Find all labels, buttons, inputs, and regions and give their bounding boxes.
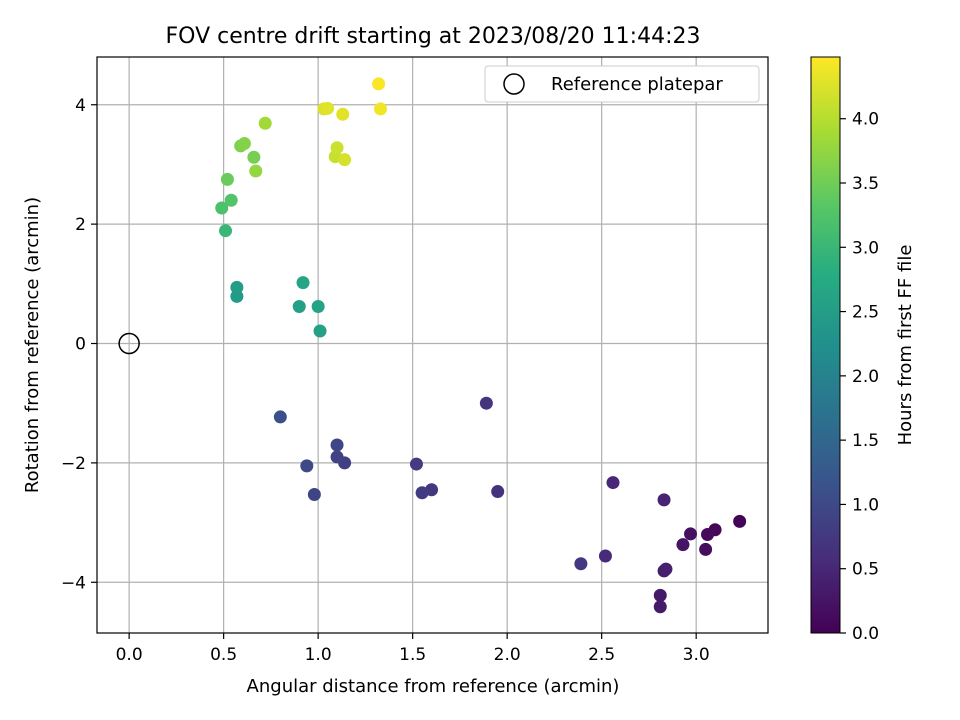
data-point-15 <box>479 396 493 410</box>
reference-point <box>118 332 140 355</box>
x-axis-label: Angular distance from reference (arcmin) <box>247 676 620 697</box>
legend-marker-reference <box>503 73 525 95</box>
data-points <box>215 77 747 614</box>
data-point-26 <box>230 280 244 294</box>
x-tick-label-0: 0.0 <box>116 645 143 665</box>
plot-frame <box>96 56 769 634</box>
colorbar-tick-label-0: 0.0 <box>852 624 879 644</box>
colorbar-tick-label-2: 1.0 <box>852 495 879 515</box>
data-point-39 <box>258 116 272 130</box>
data-point-13 <box>574 557 588 571</box>
y-tick-label-0: −4 <box>61 573 86 593</box>
data-point-44 <box>321 101 335 115</box>
data-point-3 <box>699 542 713 556</box>
x-axis-ticks: 0.0 0.5 1.0 1.5 2.0 2.5 3.0 <box>116 633 710 665</box>
data-point-4 <box>684 527 698 541</box>
data-point-2 <box>701 528 715 542</box>
grid <box>97 57 768 633</box>
data-point-18 <box>409 457 423 471</box>
data-point-14 <box>491 485 505 499</box>
plot-background <box>97 57 768 633</box>
x-tick-label-5: 2.5 <box>588 645 615 665</box>
colorbar-tick-label-7: 3.5 <box>852 174 879 194</box>
reference-marker <box>118 332 140 355</box>
data-point-42 <box>338 153 352 167</box>
data-point-25 <box>230 289 244 303</box>
data-point-32 <box>215 201 229 215</box>
data-point-10 <box>657 493 671 507</box>
data-point-33 <box>224 193 238 207</box>
colorbar-tick-label-1: 0.5 <box>852 560 879 580</box>
data-point-35 <box>247 150 261 164</box>
data-point-0 <box>733 514 747 528</box>
x-tick-label-3: 1.5 <box>399 645 426 665</box>
data-point-24 <box>273 410 287 424</box>
colorbar-tick-label-6: 3.0 <box>852 238 879 258</box>
legend: Reference platepar <box>484 65 760 103</box>
colorbar-tick-label-8: 4.0 <box>852 110 879 130</box>
colorbar-tick-label-3: 1.5 <box>852 431 879 451</box>
colorbar: 0.0 0.5 1.0 1.5 2.0 2.5 3.0 3.5 4.0 Hours from f… <box>810 56 916 644</box>
legend-box <box>484 65 760 103</box>
data-point-31 <box>219 224 233 238</box>
data-point-37 <box>237 137 251 151</box>
y-tick-label-3: 2 <box>75 215 86 235</box>
legend-label-reference: Reference platepar <box>551 74 723 95</box>
data-point-30 <box>296 276 310 290</box>
colorbar-tick-label-4: 2.0 <box>852 367 879 387</box>
data-point-22 <box>307 488 321 502</box>
plot-area: 0.0 0.5 1.0 1.5 2.0 2.5 3.0 −4 −2 0 2 4 <box>61 56 769 665</box>
x-tick-label-6: 3.0 <box>683 645 710 665</box>
data-point-47 <box>372 77 386 91</box>
y-tick-label-1: −2 <box>61 454 86 474</box>
data-point-45 <box>336 107 350 121</box>
data-point-12 <box>598 549 612 563</box>
data-point-46 <box>374 102 388 116</box>
x-tick-label-4: 2.0 <box>494 645 521 665</box>
data-point-29 <box>313 324 327 338</box>
chart-title: FOV centre drift starting at 2023/08/20 … <box>166 24 701 49</box>
x-tick-label-2: 1.0 <box>305 645 332 665</box>
y-tick-label-2: 0 <box>75 335 86 355</box>
data-point-11 <box>606 476 620 490</box>
data-point-6 <box>653 588 667 602</box>
data-point-5 <box>676 538 690 552</box>
data-point-7 <box>653 600 667 614</box>
data-point-23 <box>300 459 314 473</box>
data-point-21 <box>330 438 344 452</box>
data-point-27 <box>292 300 306 314</box>
colorbar-gradient <box>810 56 841 634</box>
x-tick-label-1: 0.5 <box>210 645 237 665</box>
y-axis-label: Rotation from reference (arcmin) <box>22 197 43 493</box>
colorbar-tick-label-5: 2.5 <box>852 303 879 323</box>
data-point-17 <box>415 486 429 500</box>
colorbar-label: Hours from first FF file <box>895 245 916 446</box>
data-point-38 <box>249 164 263 178</box>
y-tick-label-4: 4 <box>75 96 86 116</box>
data-point-20 <box>330 450 344 464</box>
data-point-41 <box>330 141 344 155</box>
colorbar-ticks: 0.0 0.5 1.0 1.5 2.0 2.5 3.0 3.5 4.0 <box>840 110 879 644</box>
data-point-9 <box>659 562 673 576</box>
data-point-34 <box>220 172 234 186</box>
y-axis-ticks: −4 −2 0 2 4 <box>61 96 97 593</box>
data-point-28 <box>311 300 325 314</box>
